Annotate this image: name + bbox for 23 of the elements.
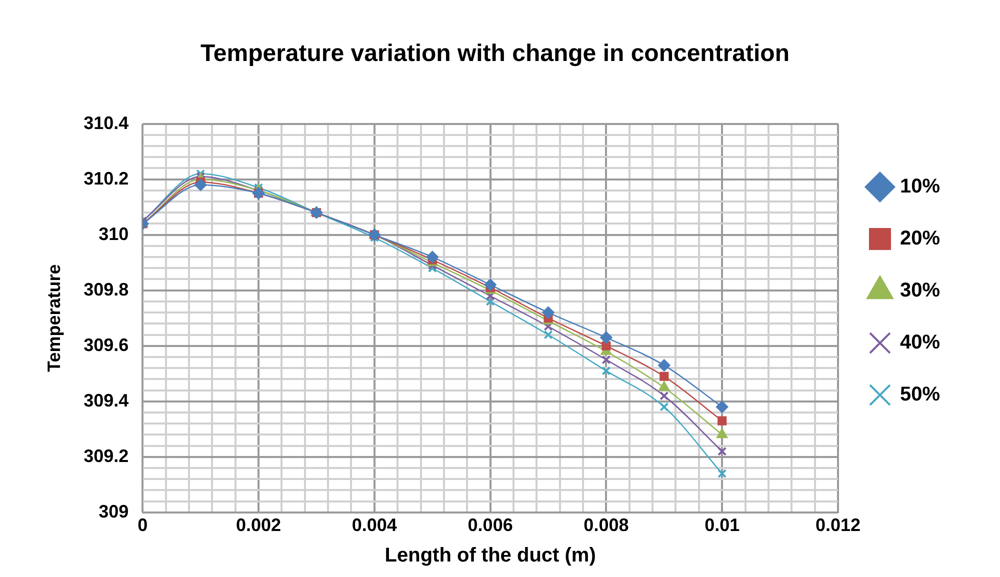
y-tick-label: 310.4 xyxy=(84,112,129,133)
y-axis-title: Temperature xyxy=(44,264,64,372)
x-tick-label: 0.012 xyxy=(815,515,860,536)
y-tick-label: 309.2 xyxy=(84,446,129,466)
y-tick-label: 309.6 xyxy=(84,334,129,355)
legend-label: 20% xyxy=(900,228,940,250)
y-tick-label: 309.8 xyxy=(84,279,129,300)
y-tick-label: 310.2 xyxy=(84,168,129,188)
chart-title: Temperature variation with change in concentration xyxy=(200,40,790,68)
x-tick-label: 0.01 xyxy=(704,515,740,536)
y-tick-label: 309 xyxy=(98,501,129,522)
legend-label: 40% xyxy=(900,332,940,354)
x-tick-label: 0.004 xyxy=(352,515,397,536)
x-tick-label: 0.006 xyxy=(468,515,513,536)
legend-label: 10% xyxy=(900,176,940,198)
x-tick-label: 0 xyxy=(138,515,148,536)
y-tick-label: 309.4 xyxy=(84,390,129,410)
legend-label: 30% xyxy=(900,280,940,302)
legend-label: 50% xyxy=(900,384,940,406)
x-tick-label: 0.002 xyxy=(236,515,282,536)
x-axis-title: Length of the duct (m) xyxy=(384,544,596,567)
y-tick-label: 310 xyxy=(98,224,129,244)
x-tick-label: 0.008 xyxy=(584,515,629,536)
